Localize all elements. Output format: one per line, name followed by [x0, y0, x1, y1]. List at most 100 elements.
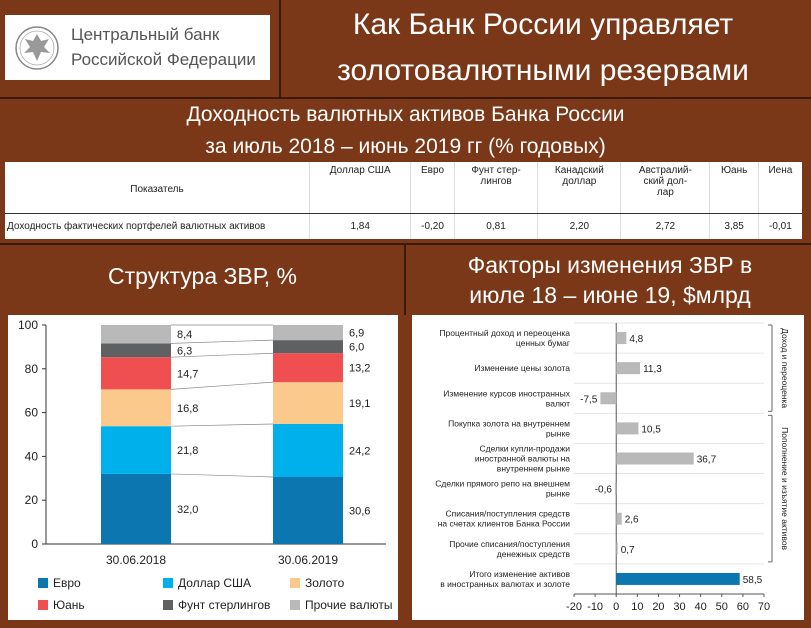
factor-bar: [614, 482, 617, 495]
data-label: 0,7: [621, 545, 635, 556]
logo-line-1: Центральный банк: [71, 25, 220, 44]
column-header: Доллар США: [308, 162, 411, 214]
x-tick-label: 70: [758, 601, 770, 613]
category-label: денежных средств: [497, 549, 571, 559]
data-label: 6,3: [177, 345, 192, 357]
x-tick-label: 50: [716, 601, 728, 613]
connector-line: [170, 473, 274, 478]
column-header-indicator: Показатель: [5, 162, 310, 214]
legend-label: Евро: [53, 576, 81, 590]
bar-segment: [273, 353, 343, 383]
data-label: 30,6: [349, 505, 370, 517]
legend-label: Прочие валюты: [305, 598, 392, 612]
x-tick-label: -20: [566, 601, 582, 613]
yield-table-header: Показатель Доллар США Евро Фунт стер- ли…: [5, 162, 802, 214]
bar-segment: [101, 426, 171, 474]
x-tick-label: 30.06.2019: [278, 553, 338, 567]
data-label: 32,0: [177, 504, 198, 516]
y-tick-label: 80: [25, 362, 39, 376]
logo-box: Центральный банк Российской Федерации: [5, 15, 270, 80]
section-divider-3: [404, 243, 406, 315]
category-label: Сделки прямого репо на внешнем: [435, 479, 570, 489]
category-label: валют: [546, 398, 570, 408]
data-label: 58,5: [743, 575, 763, 586]
bar-segment: [273, 382, 343, 424]
category-label: рынке: [546, 428, 570, 438]
data-label: 21,8: [177, 445, 198, 457]
data-label: 13,2: [349, 363, 370, 375]
column-header: Юань: [709, 162, 759, 214]
y-tick-label: 60: [25, 406, 39, 420]
factors-title-line-2: июле 18 – июне 19, $млрд: [469, 282, 751, 308]
data-label: 6,9: [349, 328, 364, 340]
x-tick-label: 10: [631, 601, 643, 613]
connector-line: [170, 352, 274, 358]
data-label: 2,6: [625, 515, 639, 526]
data-label: 6,0: [349, 342, 364, 354]
category-label: Сделки купли-продажи: [479, 444, 570, 454]
category-label: Итого изменение активов: [469, 569, 570, 579]
structure-title: Структура ЗВР, %: [108, 263, 297, 289]
data-label: -7,5: [580, 394, 598, 405]
bar-segment: [101, 343, 171, 358]
yield-title-line-1: Доходность валютных активов Банка России: [186, 103, 625, 126]
table-cell: 2,20: [537, 213, 621, 239]
structure-chart-panel: 0 20 40 60 80 100 32,0 21,8 16,8 14,7 6,3 8,4 30.06.…: [8, 315, 398, 620]
x-tick-label: 20: [652, 601, 664, 613]
group-label: Доход и переоценка: [780, 328, 790, 408]
legend-swatch: [290, 578, 300, 588]
table-cell: -0,01: [757, 213, 802, 239]
bar-segment: [273, 340, 343, 354]
x-tick-label: -10: [587, 601, 603, 613]
factor-bar: [616, 362, 641, 375]
bar-segment: [273, 423, 343, 477]
legend-swatch: [38, 600, 48, 610]
legend-swatch: [163, 600, 173, 610]
factor-bar: [616, 332, 627, 345]
category-label: Изменение курсов иностранных: [443, 388, 570, 398]
factor-bar: [616, 512, 622, 525]
connector-line: [170, 381, 274, 390]
x-tick-label: 60: [737, 601, 749, 613]
legend-swatch: [163, 578, 173, 588]
legend-label: Фунт стерлингов: [178, 598, 270, 612]
page-title-line-2: золотовалютными резервами: [337, 54, 749, 87]
table-cell: -0,20: [410, 213, 455, 239]
column-header: Фунт стер- лингов: [453, 162, 538, 214]
category-label: на счетах клиентов Банка России: [438, 519, 571, 529]
table-cell: 0,81: [453, 213, 538, 239]
legend-label: Золото: [305, 576, 345, 590]
data-label: 10,5: [641, 424, 661, 435]
bar-segment: [273, 476, 343, 544]
table-cell: 2,72: [620, 213, 710, 239]
table-cell: 3,85: [709, 213, 759, 239]
category-label: в иностранных валютах и золоте: [440, 579, 570, 589]
factor-bar: [616, 542, 618, 555]
column-header: Австралий- ский дол- лар: [620, 162, 710, 214]
bar-segment: [101, 473, 171, 544]
y-tick-label: 20: [25, 493, 39, 507]
data-label: 11,3: [643, 364, 662, 375]
factors-title-line-1: Факторы изменения ЗВР в: [467, 252, 753, 278]
data-label: 8,4: [177, 329, 192, 341]
factor-bar: [616, 422, 639, 435]
table-cell: 1,84: [308, 213, 411, 239]
legend-label: Юань: [53, 598, 85, 612]
data-label: 24,2: [349, 445, 370, 457]
category-label: Списания/поступления средств: [445, 509, 570, 519]
table-row: Доходность фактических портфелей валютны…: [5, 213, 802, 239]
group-label: Пополнение и изъятие активов: [780, 427, 790, 550]
data-label: 14,7: [177, 368, 198, 380]
category-label: Покупка золота на внутреннем: [448, 418, 570, 428]
data-label: 4,8: [629, 334, 643, 345]
bar-segment: [101, 325, 171, 344]
legend-swatch: [290, 600, 300, 610]
column-header: Евро: [410, 162, 455, 214]
category-label: Изменение цены золота: [474, 363, 570, 373]
section-divider-1: [0, 97, 811, 99]
factor-bar: [616, 572, 740, 585]
y-tick-label: 40: [25, 449, 39, 463]
yield-title-line-2: за июль 2018 – июнь 2019 гг (% годовых): [205, 135, 606, 158]
category-label: Процентный доход и переоценка: [439, 328, 570, 338]
bank-emblem-icon: [15, 26, 59, 70]
